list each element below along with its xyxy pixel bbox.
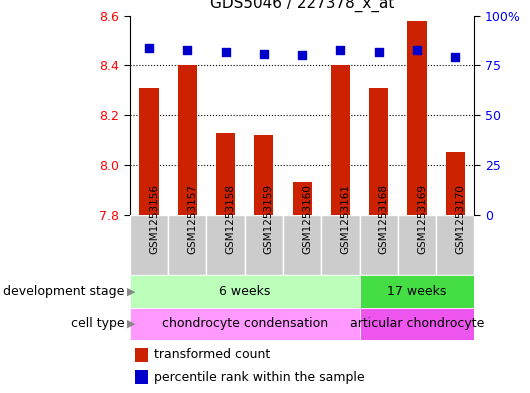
Bar <box>321 215 359 275</box>
Text: GSM1253157: GSM1253157 <box>187 184 197 254</box>
Point <box>145 44 153 51</box>
Bar <box>254 135 273 215</box>
Text: 6 weeks: 6 weeks <box>219 285 270 298</box>
Bar <box>369 88 388 215</box>
Text: 17 weeks: 17 weeks <box>387 285 447 298</box>
Text: chondrocyte condensation: chondrocyte condensation <box>162 317 328 331</box>
Text: GSM1253170: GSM1253170 <box>455 185 465 254</box>
Title: GDS5046 / 227378_x_at: GDS5046 / 227378_x_at <box>210 0 394 11</box>
Text: GSM1253160: GSM1253160 <box>302 185 312 254</box>
Bar <box>293 182 312 215</box>
Point <box>451 54 460 61</box>
Text: GSM1253159: GSM1253159 <box>264 184 274 254</box>
Bar <box>359 215 398 275</box>
Text: GSM1253156: GSM1253156 <box>149 184 159 254</box>
Point <box>336 46 344 53</box>
Text: transformed count: transformed count <box>154 348 270 361</box>
Bar <box>359 308 474 340</box>
Text: ▶: ▶ <box>127 286 136 297</box>
Text: GSM1253168: GSM1253168 <box>378 184 388 254</box>
Text: GSM1253169: GSM1253169 <box>417 184 427 254</box>
Bar <box>178 65 197 215</box>
Text: articular chondrocyte: articular chondrocyte <box>350 317 484 331</box>
Bar <box>206 215 245 275</box>
Bar <box>130 308 359 340</box>
Bar <box>216 132 235 215</box>
Bar <box>130 275 359 308</box>
Bar <box>408 21 427 215</box>
Point <box>222 48 230 55</box>
Point <box>413 46 421 53</box>
Text: GSM1253158: GSM1253158 <box>226 184 235 254</box>
Point <box>298 52 306 59</box>
Bar <box>436 215 474 275</box>
Bar <box>130 215 168 275</box>
Bar <box>359 275 474 308</box>
Text: development stage: development stage <box>3 285 125 298</box>
Bar <box>245 215 283 275</box>
Bar <box>331 65 350 215</box>
Text: ▶: ▶ <box>127 319 136 329</box>
Bar <box>168 215 206 275</box>
Point <box>183 46 191 53</box>
Text: percentile rank within the sample: percentile rank within the sample <box>154 371 364 384</box>
Point <box>260 50 268 57</box>
Bar <box>139 88 158 215</box>
Text: GSM1253161: GSM1253161 <box>340 184 350 254</box>
Bar <box>446 152 465 215</box>
Point <box>374 48 383 55</box>
Text: cell type: cell type <box>71 317 125 331</box>
Bar <box>398 215 436 275</box>
Bar <box>283 215 321 275</box>
